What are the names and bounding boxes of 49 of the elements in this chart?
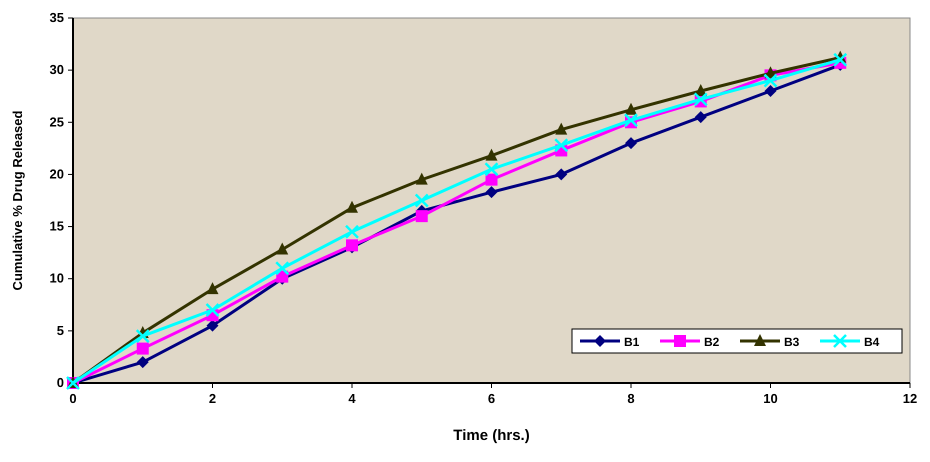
y-tick-label: 25 xyxy=(50,114,64,130)
y-tick-label: 5 xyxy=(56,322,64,338)
point xyxy=(694,111,707,124)
x-tick-label: 12 xyxy=(902,391,918,406)
point xyxy=(694,92,708,107)
point xyxy=(206,282,218,294)
point xyxy=(346,200,358,213)
legend-label: B3 xyxy=(784,335,800,349)
point xyxy=(205,302,220,318)
point xyxy=(486,186,498,198)
point xyxy=(484,162,499,176)
point xyxy=(276,242,288,255)
x-tick-label: 0 xyxy=(69,391,77,406)
point xyxy=(136,328,150,344)
y-tick-label: 10 xyxy=(50,270,64,286)
point xyxy=(555,122,568,135)
point xyxy=(625,137,637,150)
point xyxy=(275,261,290,276)
point xyxy=(554,138,568,152)
x-tick-label: 4 xyxy=(348,391,356,406)
x-tick-label: 10 xyxy=(763,391,778,406)
point xyxy=(486,148,498,161)
point xyxy=(414,193,429,208)
x-tick-label: 6 xyxy=(488,391,496,406)
point xyxy=(763,73,778,88)
x-axis-title: Time (hrs.) xyxy=(453,427,530,444)
x-tick-label: 8 xyxy=(627,391,635,406)
point xyxy=(833,52,848,67)
y-tick-label: 15 xyxy=(50,218,64,234)
point xyxy=(486,174,498,186)
legend-label: B1 xyxy=(624,335,640,349)
point xyxy=(206,320,218,332)
y-tick-label: 20 xyxy=(50,166,64,182)
point xyxy=(344,224,360,240)
point xyxy=(625,102,637,115)
y-tick-label: 35 xyxy=(50,10,64,25)
point xyxy=(555,168,568,180)
point xyxy=(624,112,638,128)
point xyxy=(136,356,149,368)
legend-label: B2 xyxy=(704,335,720,349)
legend-label: B4 xyxy=(864,335,880,349)
point xyxy=(764,85,776,97)
x-tick-label: 2 xyxy=(208,391,216,406)
point xyxy=(416,172,428,185)
y-tick-label: 0 xyxy=(56,375,64,390)
y-axis-title: Cumulative % Drug Released xyxy=(10,110,25,290)
y-tick-label: 30 xyxy=(50,62,64,78)
point xyxy=(136,342,149,355)
point xyxy=(416,210,428,222)
